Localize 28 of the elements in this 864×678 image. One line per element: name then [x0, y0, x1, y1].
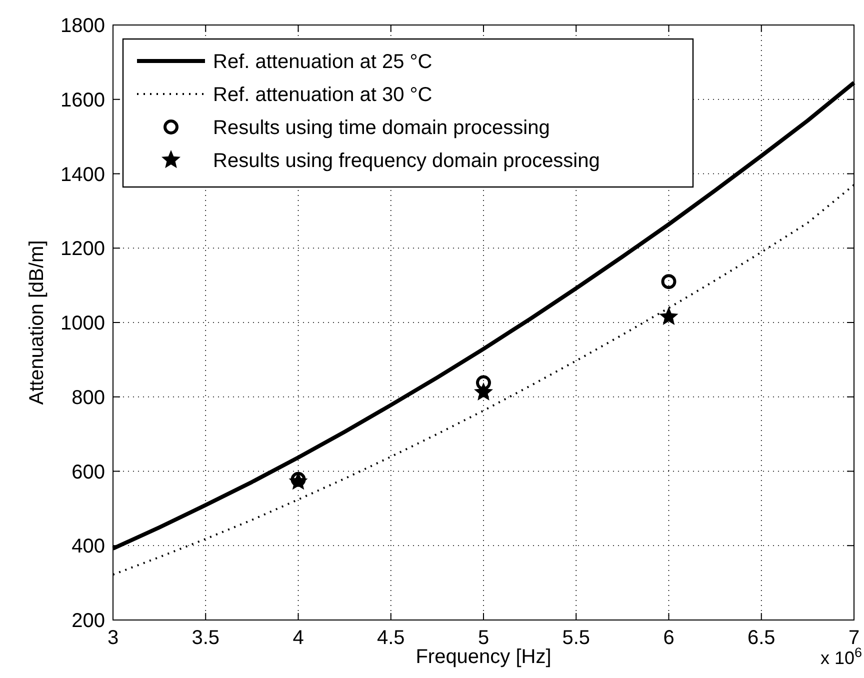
x-axis-title: Frequency [Hz]	[416, 646, 552, 668]
legend-label: Ref. attenuation at 25 °C	[213, 51, 432, 73]
point	[474, 382, 494, 401]
x-tick-label: 5	[478, 627, 490, 649]
y-tick-label: 1600	[60, 89, 105, 112]
y-tick-label: 400	[72, 536, 105, 558]
legend-label: Results using time domain processing	[213, 117, 550, 139]
x-tick-label: 6.5	[747, 627, 776, 649]
y-tick-label: 600	[72, 461, 105, 484]
point	[288, 472, 308, 490]
legend-label: Results using frequency domain processing	[213, 150, 600, 172]
x-tick-label: 3.5	[192, 627, 220, 649]
y-tick-label: 200	[72, 610, 105, 632]
y-tick-label: 1800	[60, 15, 105, 37]
y-tick-label: 800	[72, 386, 105, 409]
point	[661, 274, 676, 290]
point	[659, 306, 678, 326]
x-tick-label: 4.5	[376, 627, 405, 649]
x-tick-label: 6	[663, 627, 674, 649]
y-tick-label: 1200	[60, 238, 105, 260]
y-axis-title: Attenuation [dB/m]	[26, 240, 48, 405]
point	[476, 375, 491, 390]
y-tick-label: 1400	[60, 164, 105, 186]
y-tick-label: 1000	[60, 312, 105, 334]
x-tick-label: 5.5	[562, 627, 590, 649]
x-tick-label: 4	[292, 627, 304, 649]
x-tick-label: 3	[107, 627, 119, 649]
legend-label: Ref. attenuation at 30 °C	[213, 84, 432, 106]
